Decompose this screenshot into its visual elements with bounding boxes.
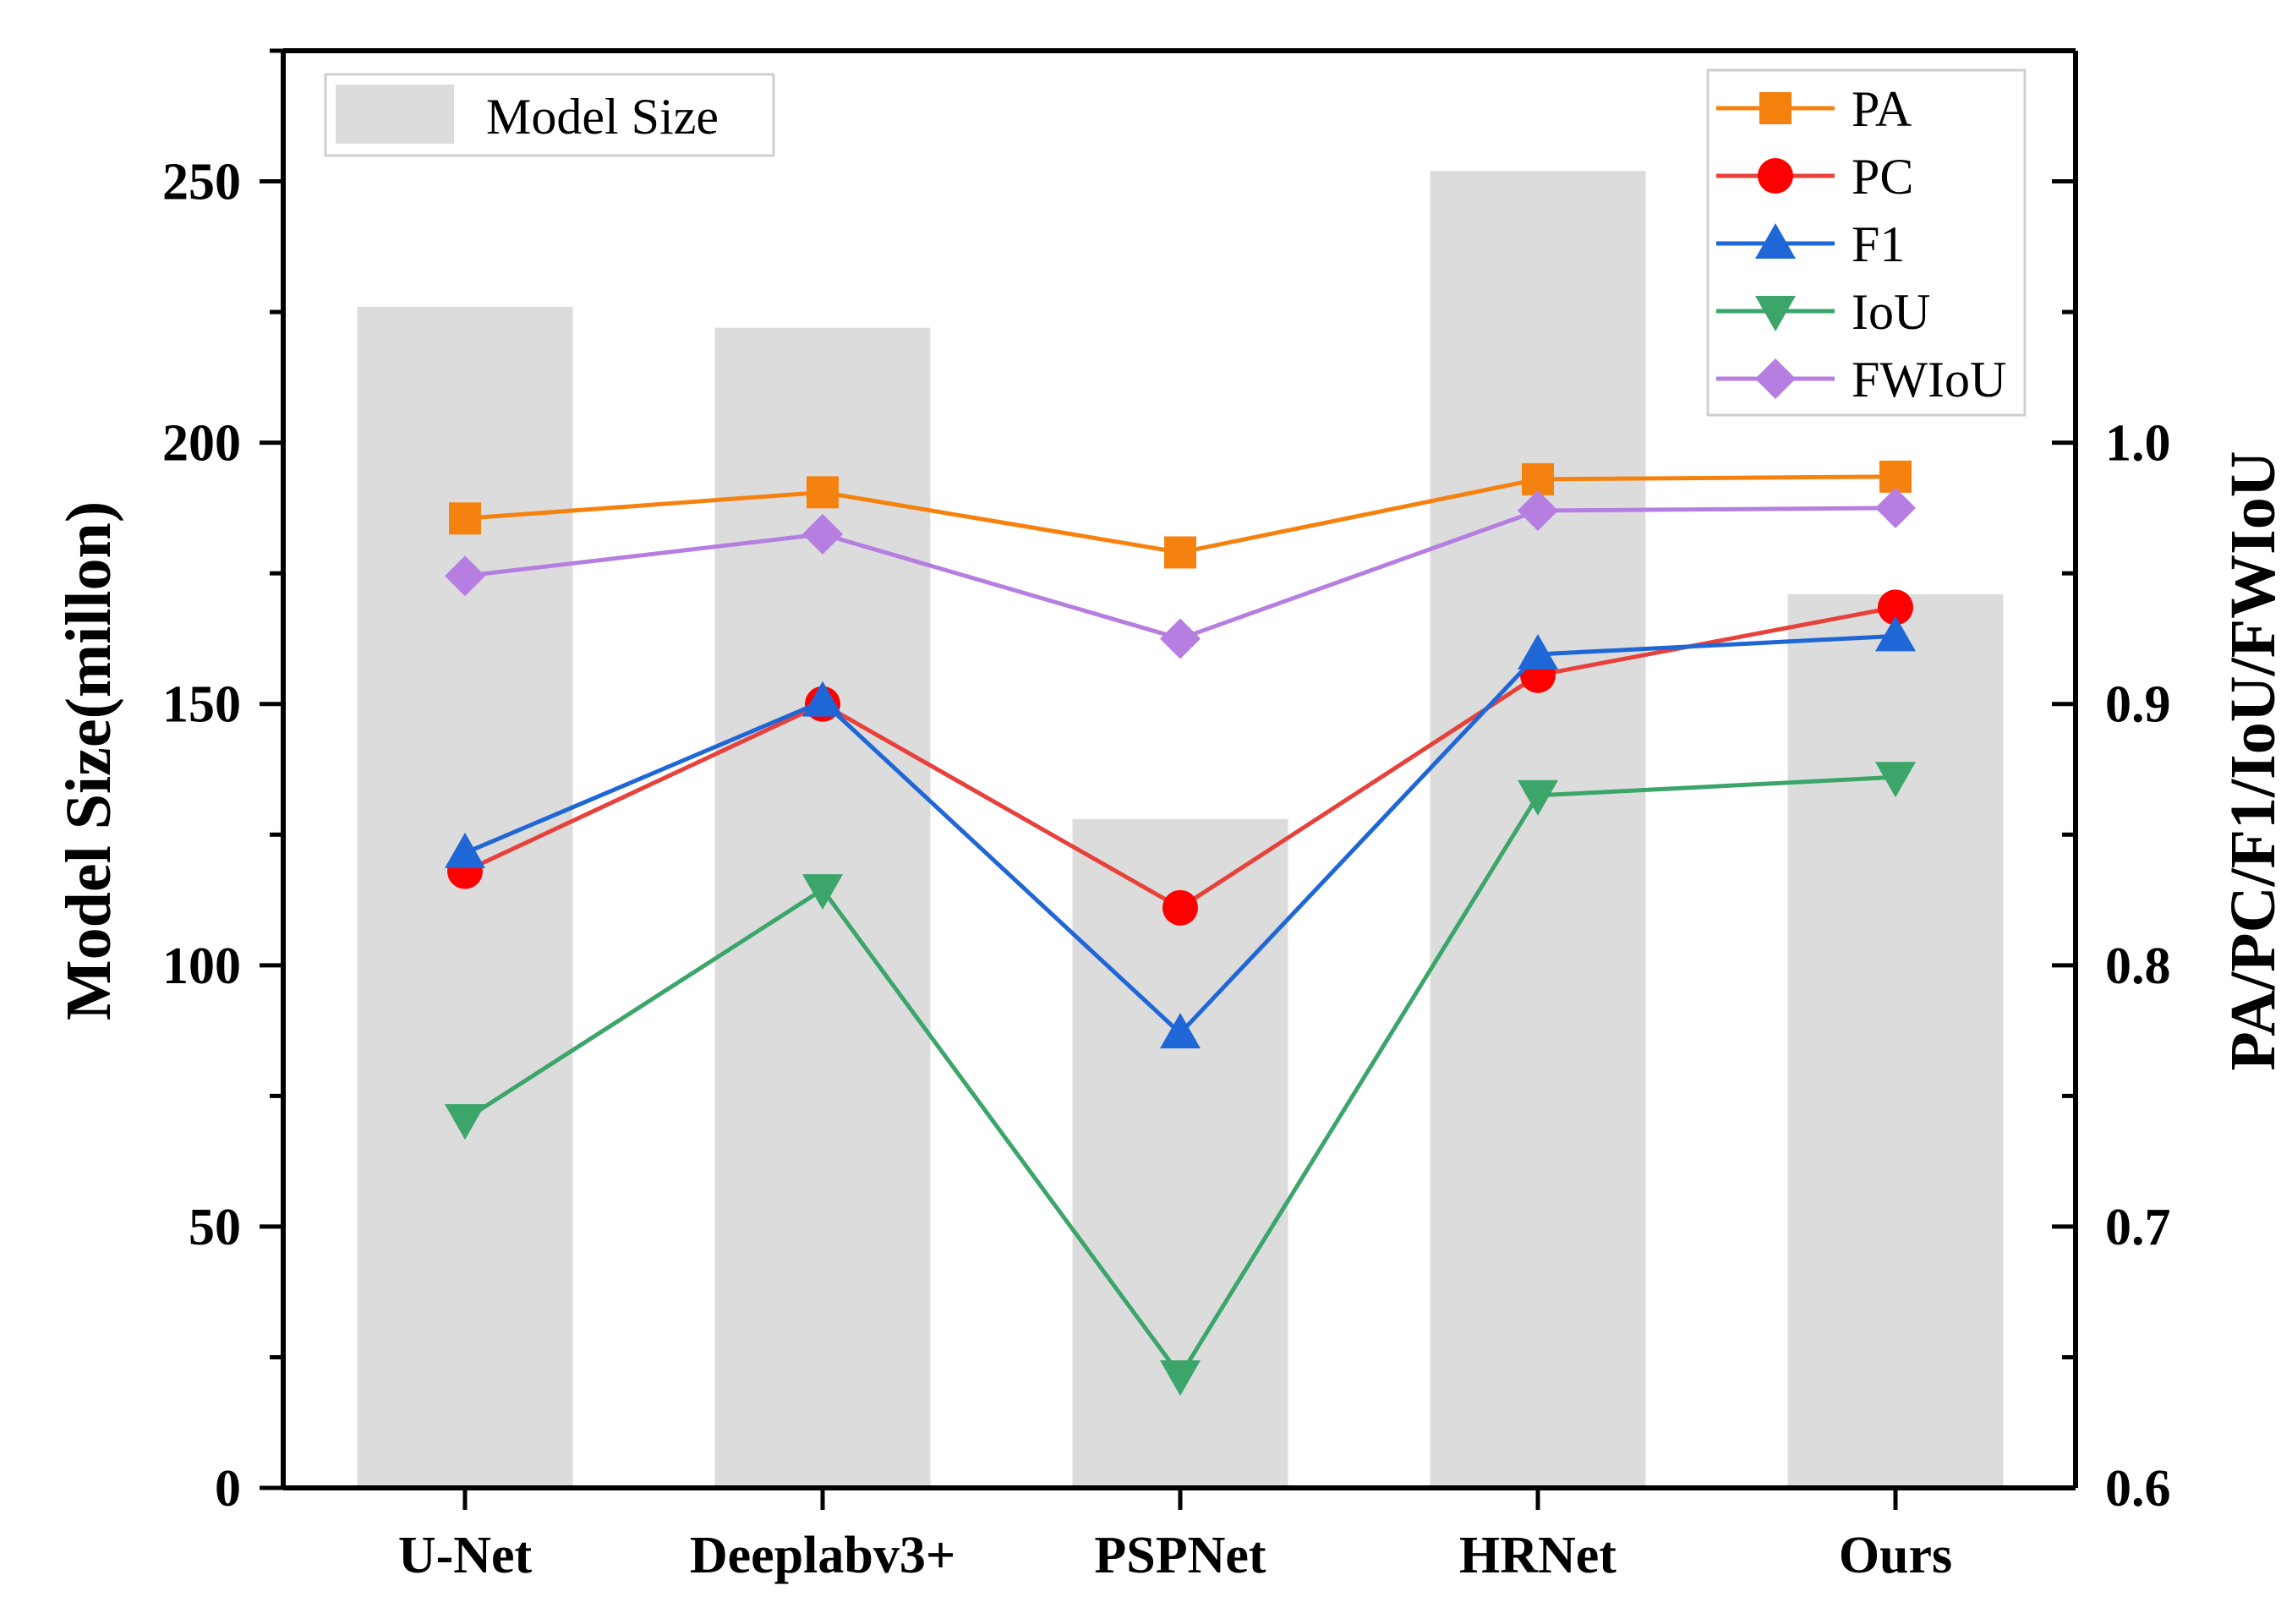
bar-u-net	[357, 306, 573, 1489]
legend-lines: PA PC F1 IoU FWIoU	[1706, 68, 2027, 417]
y-axis-left-title: Model Size(millon)	[53, 501, 124, 1020]
legend-label-fwiou: FWIoU	[1852, 352, 2006, 407]
y-right-tick-label: 0.8	[2105, 938, 2171, 995]
marker-iou-pspnet	[1160, 1360, 1201, 1397]
x-tick-label: HRNet	[1459, 1527, 1616, 1584]
bar-hrnet	[1430, 171, 1646, 1488]
legend-marker-iou	[1755, 296, 1796, 331]
marker-f1-ours	[1875, 615, 1916, 652]
x-tick-label: Deeplabv3+	[690, 1527, 955, 1584]
y-left-tick-label: 250	[162, 154, 241, 211]
legend-marker-pa	[1759, 92, 1791, 124]
marker-pa-pspnet	[1164, 536, 1196, 569]
legend-label-f1: F1	[1852, 216, 1905, 272]
legend-marker-pc	[1758, 158, 1793, 194]
marker-iou-u-net	[445, 1104, 485, 1140]
legend-marker-fwiou	[1755, 358, 1796, 399]
x-tick-label: PSPNet	[1094, 1527, 1266, 1584]
legend-marker-f1	[1755, 223, 1796, 259]
marker-pa-deeplabv3-	[807, 476, 839, 509]
y-left-tick-label: 0	[215, 1460, 241, 1517]
marker-f1-pspnet	[1160, 1013, 1201, 1049]
marker-fwiou-ours	[1875, 487, 1916, 528]
y-left-tick-label: 200	[162, 415, 241, 473]
y-left-tick-label: 150	[162, 676, 241, 734]
y-right-tick-label: 1.0	[2105, 415, 2171, 473]
marker-f1-u-net	[445, 832, 485, 868]
legend-bar-label: Model Size	[486, 89, 719, 145]
legend-label-pc: PC	[1852, 149, 1913, 205]
marker-f1-deeplabv3-	[802, 681, 843, 717]
y-left-tick-label: 100	[162, 938, 241, 995]
y-right-tick-label: 0.7	[2105, 1199, 2171, 1256]
bar-ours	[1787, 593, 2004, 1488]
marker-fwiou-pspnet	[1160, 618, 1201, 659]
legend-label-pa: PA	[1852, 81, 1912, 137]
y-axis-right-title: PA/PC/F1/IoU/FWIoU	[2218, 451, 2289, 1070]
legend-bar-swatch	[336, 85, 454, 144]
lines-group	[445, 460, 1916, 1397]
marker-iou-hrnet	[1518, 779, 1558, 816]
marker-iou-ours	[1875, 762, 1916, 798]
marker-fwiou-deeplabv3-	[802, 513, 843, 555]
marker-iou-deeplabv3-	[802, 874, 843, 910]
y-right-tick-label: 0.9	[2105, 676, 2171, 734]
marker-pa-ours	[1879, 460, 1912, 493]
y-right-tick-label: 0.6	[2105, 1460, 2171, 1517]
y-left-tick-label: 50	[189, 1199, 241, 1256]
marker-pc-ours	[1878, 589, 1913, 626]
x-tick-label: Ours	[1839, 1527, 1952, 1584]
marker-pa-u-net	[449, 502, 481, 535]
ticks-group: 0 50 100 150 200 250 0.6 0.7 0.8 0.9 1.0 U-Net Deepl…	[162, 48, 2171, 1584]
marker-f1-hrnet	[1518, 634, 1558, 670]
x-tick-label: U-Net	[398, 1527, 533, 1584]
marker-fwiou-hrnet	[1518, 490, 1558, 531]
marker-pa-hrnet	[1522, 462, 1554, 495]
marker-fwiou-u-net	[445, 555, 485, 597]
legend-label-iou: IoU	[1852, 284, 1930, 340]
legend-bar: Model Size	[324, 73, 775, 157]
marker-pc-pspnet	[1162, 889, 1198, 926]
